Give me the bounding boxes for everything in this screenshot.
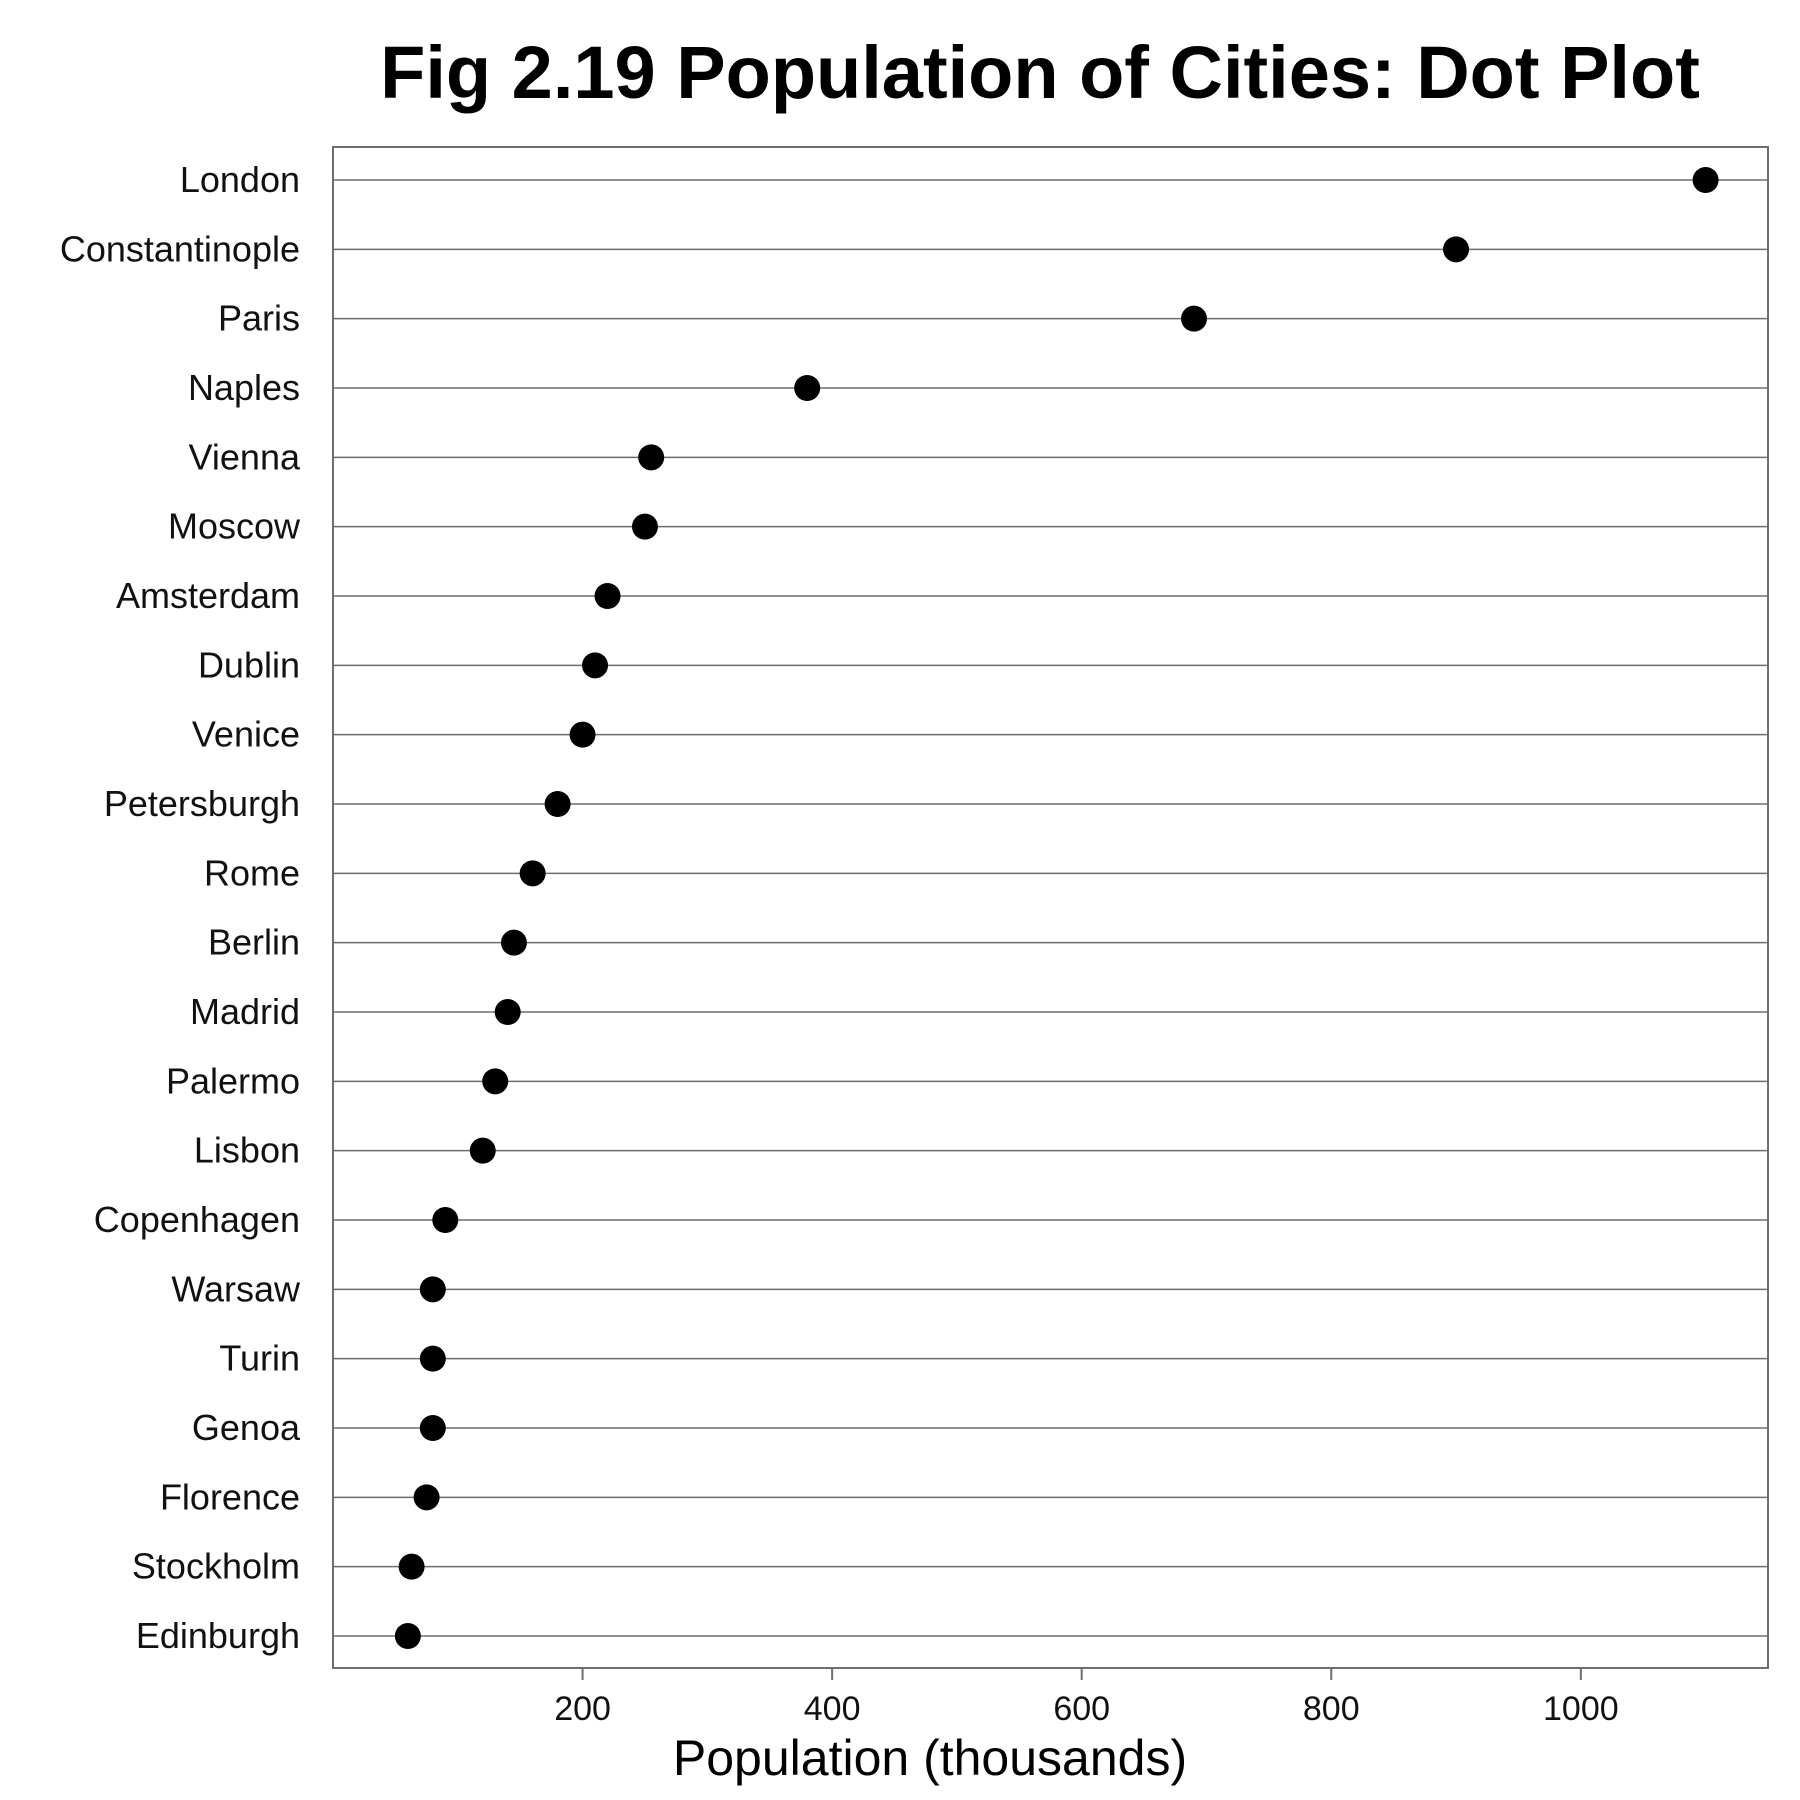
plot-border [332,146,1769,1669]
x-tick-label-800: 800 [1303,1690,1360,1728]
dot-paris [1181,305,1207,332]
dot-amsterdam [594,583,621,609]
y-label-madrid: Madrid [190,991,300,1032]
y-label-lisbon: Lisbon [194,1130,300,1171]
dot-petersburgh [544,791,571,817]
plot-frame [332,146,1769,1669]
dot-turin [419,1345,446,1372]
y-label-venice: Venice [192,714,300,755]
x-tick-label-600: 600 [1053,1690,1110,1728]
dot-naples [794,375,821,401]
y-label-turin: Turin [219,1338,300,1379]
dot-dublin [582,652,609,679]
data-points [394,167,1719,1649]
x-axis-title: Population (thousands) [673,1730,1187,1786]
y-label-rome: Rome [204,852,300,893]
chart-title: Fig 2.19 Population of Cities: Dot Plot [380,31,1700,114]
dot-florence [413,1484,440,1511]
y-label-palermo: Palermo [166,1060,300,1101]
y-label-paris: Paris [218,298,300,339]
x-tick-label-200: 200 [554,1690,611,1728]
dot-madrid [494,999,521,1025]
y-label-stockholm: Stockholm [132,1546,300,1587]
dot-vienna [638,444,665,471]
dot-genoa [419,1415,446,1441]
dot-moscow [631,513,658,540]
y-label-dublin: Dublin [198,644,300,685]
dot-rome [519,860,546,887]
y-label-copenhagen: Copenhagen [94,1199,300,1240]
y-label-genoa: Genoa [192,1407,301,1448]
y-label-edinburgh: Edinburgh [136,1615,300,1656]
dot-copenhagen [432,1207,459,1233]
dot-london [1692,167,1719,193]
y-label-moscow: Moscow [168,506,301,547]
x-tick-label-1000: 1000 [1543,1690,1619,1728]
dot-lisbon [469,1137,496,1164]
y-label-berlin: Berlin [208,922,300,963]
x-tick-label-400: 400 [804,1690,861,1728]
dot-warsaw [419,1276,446,1303]
y-label-constantinople: Constantinople [60,228,300,269]
y-label-petersburgh: Petersburgh [104,783,300,824]
dot-stockholm [398,1553,425,1580]
y-label-warsaw: Warsaw [171,1268,301,1309]
y-label-amsterdam: Amsterdam [116,575,300,616]
y-label-vienna: Vienna [189,436,301,477]
y-label-naples: Naples [188,367,300,408]
dot-constantinople [1443,236,1470,263]
dot-edinburgh [394,1623,421,1649]
y-label-florence: Florence [160,1476,300,1517]
dot-venice [569,721,596,748]
y-label-london: London [180,159,300,200]
gridlines [333,179,1768,1637]
x-axis-ticks: 200 400 600 800 1000 [554,1668,1619,1728]
dot-berlin [500,929,527,956]
y-axis-labels: London Constantinople Paris Naples Vienna Mos… [60,159,301,1656]
dot-palermo [482,1068,509,1095]
